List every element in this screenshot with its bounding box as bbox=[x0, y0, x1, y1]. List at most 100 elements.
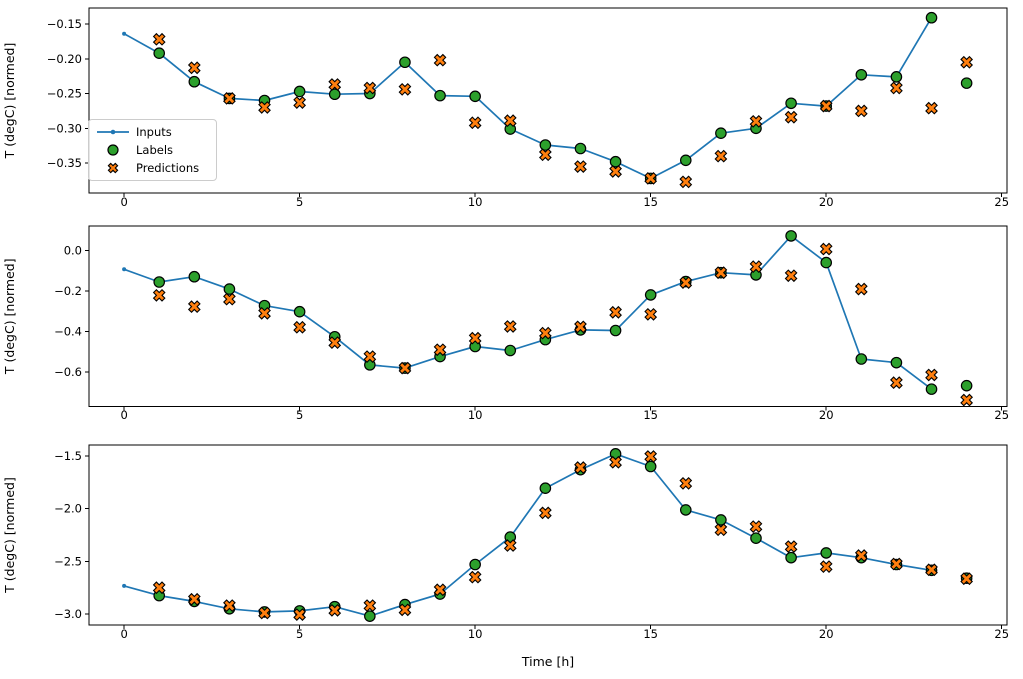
prediction-point bbox=[925, 368, 938, 382]
prediction-point bbox=[398, 603, 412, 617]
label-point bbox=[399, 56, 411, 69]
label-point bbox=[223, 283, 236, 295]
prediction-point bbox=[960, 393, 974, 407]
label-point bbox=[609, 155, 622, 168]
prediction-point bbox=[293, 96, 307, 109]
label-point bbox=[890, 356, 903, 369]
inputs-line-icon bbox=[97, 129, 129, 135]
prediction-point bbox=[574, 320, 587, 334]
axes-frame bbox=[88, 225, 1008, 407]
prediction-point bbox=[784, 110, 798, 124]
label-point bbox=[925, 11, 938, 24]
label-point bbox=[960, 379, 973, 392]
label-point bbox=[153, 276, 166, 288]
x-tick-label: 15 bbox=[643, 408, 658, 422]
prediction-point bbox=[187, 61, 201, 75]
y-tick-label: −0.20 bbox=[47, 52, 82, 66]
label-point bbox=[539, 482, 552, 495]
prediction-point bbox=[187, 300, 201, 314]
prediction-point bbox=[433, 583, 447, 597]
prediction-point bbox=[714, 149, 728, 163]
prediction-point bbox=[609, 165, 622, 178]
prediction-point bbox=[433, 343, 447, 357]
label-point bbox=[855, 68, 868, 81]
axes-frame bbox=[88, 7, 1008, 194]
prediction-point bbox=[784, 269, 798, 283]
prediction-point bbox=[187, 592, 201, 606]
label-point bbox=[715, 127, 727, 139]
prediction-point bbox=[644, 450, 658, 463]
prediction-point bbox=[854, 549, 868, 562]
prediction-point bbox=[152, 32, 166, 46]
prediction-point bbox=[819, 242, 833, 256]
prediction-point bbox=[609, 455, 622, 469]
label-point bbox=[750, 532, 762, 544]
label-point bbox=[785, 230, 797, 242]
prediction-point bbox=[223, 92, 236, 105]
legend-label-predictions: Predictions bbox=[136, 161, 200, 175]
prediction-point bbox=[679, 175, 693, 189]
y-tick-label: 0.0 bbox=[64, 244, 82, 258]
y-tick-label: −0.15 bbox=[47, 17, 82, 31]
prediction-point bbox=[258, 306, 271, 320]
prediction-point bbox=[293, 320, 307, 334]
inputs-line bbox=[123, 453, 932, 617]
label-point bbox=[293, 85, 306, 98]
subplot-middle: 0 5 10 15 20 25 0.0 −0.2 −0.4 −0.6 T (degC) [norme… bbox=[2, 225, 1009, 422]
prediction-point bbox=[854, 104, 868, 118]
label-point bbox=[679, 154, 692, 167]
prediction-point bbox=[679, 476, 693, 490]
prediction-point bbox=[363, 599, 377, 612]
legend-label-inputs: Inputs bbox=[136, 125, 172, 139]
y-axis-title: T (degC) [normed] bbox=[2, 477, 17, 594]
prediction-point bbox=[890, 376, 903, 390]
x-tick-label: 10 bbox=[468, 627, 483, 641]
x-tick-label: 10 bbox=[468, 408, 483, 422]
prediction-point bbox=[433, 53, 447, 67]
prediction-point bbox=[468, 116, 482, 130]
prediction-point bbox=[503, 539, 517, 552]
label-point bbox=[364, 610, 376, 622]
label-point bbox=[153, 47, 166, 60]
label-point bbox=[328, 88, 341, 101]
prediction-point bbox=[503, 320, 517, 333]
label-point bbox=[188, 75, 201, 88]
y-axis-title: T (degC) [normed] bbox=[2, 43, 17, 160]
predictions-x-icon bbox=[107, 162, 119, 174]
x-tick-label: 15 bbox=[643, 195, 658, 209]
label-point bbox=[960, 77, 973, 89]
x-tick-label: 15 bbox=[643, 627, 658, 641]
prediction-point bbox=[363, 350, 377, 363]
subplot-top: 0 5 10 15 20 25 −0.15 −0.20 −0.25 −0.30 −0.35 T (de… bbox=[2, 7, 1009, 209]
input-point bbox=[122, 583, 127, 588]
prediction-point bbox=[714, 523, 728, 537]
label-point bbox=[469, 558, 481, 571]
label-point bbox=[434, 89, 446, 102]
label-point bbox=[504, 344, 517, 357]
label-point bbox=[469, 90, 481, 103]
y-tick-label: −1.5 bbox=[54, 449, 82, 463]
label-point bbox=[715, 514, 727, 526]
prediction-point bbox=[468, 570, 482, 584]
label-point bbox=[820, 256, 833, 269]
prediction-point bbox=[749, 520, 763, 533]
inputs-line bbox=[123, 235, 933, 390]
x-tick-label: 0 bbox=[120, 195, 127, 209]
label-point bbox=[679, 504, 692, 516]
prediction-point bbox=[714, 266, 728, 280]
legend-item-labels: Labels bbox=[95, 141, 210, 159]
x-tick-label: 20 bbox=[819, 408, 834, 422]
label-point bbox=[855, 353, 868, 365]
prediction-point bbox=[538, 326, 552, 340]
prediction-point bbox=[538, 506, 552, 520]
prediction-point bbox=[749, 114, 763, 128]
prediction-point bbox=[293, 608, 307, 621]
prediction-point bbox=[328, 336, 342, 350]
label-point bbox=[188, 270, 201, 283]
y-tick-label: −0.35 bbox=[47, 156, 82, 170]
label-point bbox=[574, 142, 587, 155]
x-tick-label: 20 bbox=[819, 195, 834, 209]
prediction-point bbox=[819, 560, 833, 573]
